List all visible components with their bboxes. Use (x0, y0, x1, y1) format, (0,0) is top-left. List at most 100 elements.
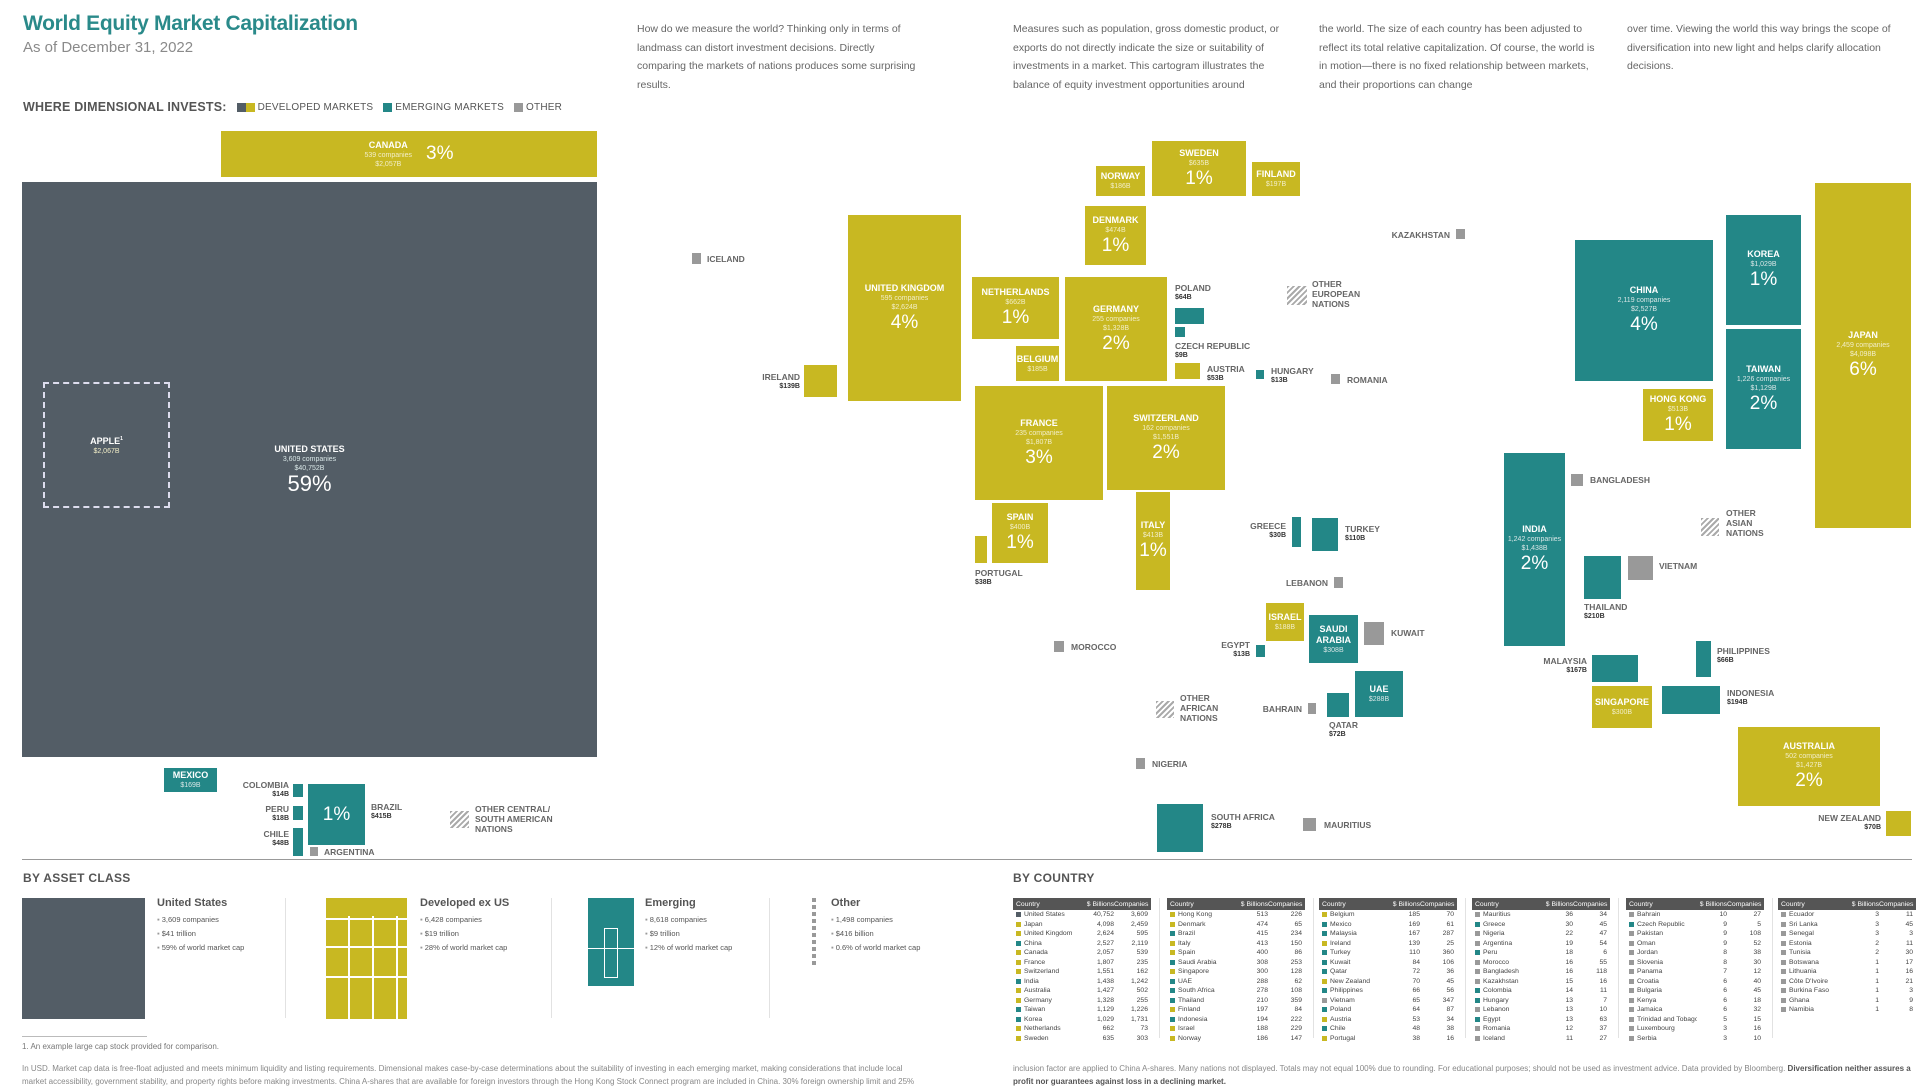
country-kazakhstan[interactable] (1456, 229, 1466, 239)
table-row: Morocco 16 55 (1472, 958, 1610, 968)
country-cell: Germany (1016, 997, 1084, 1004)
country-thailand[interactable] (1584, 556, 1622, 599)
country-australia[interactable]: AUSTRALIA 502 companies $1,427B 2% (1738, 727, 1881, 806)
country-portugal[interactable] (975, 536, 988, 563)
country-hongkong[interactable]: HONG KONG $513B 1% (1643, 389, 1714, 441)
country-sweden[interactable]: SWEDEN $635B 1% (1152, 141, 1247, 196)
country-hungary[interactable] (1256, 370, 1265, 379)
indonesia-label: INDONESIA $194B (1727, 688, 1774, 708)
disclaimer-right: inclusion factor are applied to China A-… (1013, 1062, 1913, 1088)
country-austria[interactable] (1175, 363, 1201, 379)
mexico-cap: $169B (180, 782, 201, 789)
country-malaysia[interactable] (1592, 655, 1639, 682)
country-mexico[interactable]: MEXICO $169B (164, 768, 218, 792)
country-egypt[interactable] (1256, 645, 1266, 657)
cap-cell: 13 (1565, 996, 1573, 1004)
country-spain[interactable]: SPAIN $400B 1% (992, 503, 1049, 563)
switzerland-name: SWITZERLAND (1133, 412, 1199, 423)
country-morocco[interactable] (1054, 641, 1065, 652)
country-us[interactable]: UNITED STATES 3,609 companies $40,752B 59% (22, 182, 598, 757)
country-belgium[interactable]: BELGIUM $185B (1016, 346, 1060, 381)
country-iceland[interactable] (692, 253, 702, 264)
country-japan[interactable]: JAPAN 2,459 companies $4,098B 6% (1815, 183, 1912, 528)
country-romania[interactable] (1331, 374, 1341, 384)
country-germany[interactable]: GERMANY 255 companies $1,328B 2% (1065, 277, 1168, 381)
country-singapore[interactable]: SINGAPORE $300B (1592, 686, 1653, 728)
country-greece[interactable] (1292, 517, 1302, 547)
country-italy[interactable]: ITALY $413B 1% (1136, 492, 1171, 590)
country-taiwan[interactable]: TAIWAN 1,226 companies $1,129B 2% (1726, 329, 1802, 449)
asset-class-name: Other (831, 897, 861, 909)
country-argentina[interactable] (310, 847, 319, 856)
country-other-asia[interactable] (1701, 518, 1719, 536)
cap-cell: 288 (1256, 977, 1268, 985)
country-other-africa[interactable] (1156, 701, 1174, 718)
country-other-csa[interactable] (450, 811, 469, 828)
country-name: Estonia (1789, 939, 1812, 947)
country-netherlands[interactable]: NETHERLANDS $662B 1% (972, 277, 1060, 339)
companies-cell: 3 (1909, 987, 1913, 995)
cap-cell: 66 (1412, 987, 1420, 995)
country-israel[interactable]: ISRAEL $188B (1266, 603, 1305, 641)
table-header: Country $ Billions Companies (1319, 898, 1457, 910)
country-korea[interactable]: KOREA $1,029B 1% (1726, 215, 1802, 325)
country-kuwait[interactable] (1364, 622, 1385, 645)
country-uae[interactable]: UAE $288B (1355, 671, 1404, 717)
country-norway[interactable]: NORWAY $186B (1096, 166, 1146, 196)
companies-cell: 38 (1446, 1025, 1454, 1033)
asset-class-bullet: 8,618 companies (645, 913, 732, 927)
cap-cell: 1 (1875, 968, 1879, 976)
country-name: Israel (1178, 1025, 1195, 1033)
country-uk[interactable]: UNITED KINGDOM 595 companies $2,624B 4% (848, 215, 962, 401)
country-name: India (1024, 977, 1039, 985)
country-vietnam[interactable] (1628, 556, 1654, 580)
companies-cell: 360 (1442, 949, 1454, 957)
ireland-cap: $139B (779, 383, 800, 390)
country-bahrain[interactable] (1308, 703, 1317, 714)
companies-cell: 34 (1599, 911, 1607, 919)
country-qatar[interactable] (1327, 693, 1350, 717)
italy-percent: 1% (1139, 540, 1167, 561)
market-type-icon (1629, 1026, 1634, 1032)
country-ireland[interactable] (804, 365, 838, 397)
companies-cell: 11 (1599, 987, 1607, 995)
country-turkey[interactable] (1312, 518, 1339, 551)
country-brazil[interactable]: 1% (308, 784, 366, 845)
country-switzerland[interactable]: SWITZERLAND 162 companies $1,551B 2% (1107, 386, 1226, 490)
country-other-europe[interactable] (1287, 286, 1307, 305)
country-cell: Kuwait (1322, 959, 1390, 966)
country-name: Ghana (1789, 996, 1810, 1004)
country-cell: UAE (1170, 978, 1238, 985)
companies-cell: 359 (1290, 996, 1302, 1004)
cap-cell: 18 (1565, 949, 1573, 957)
country-colombia[interactable] (293, 784, 304, 797)
country-nigeria[interactable] (1136, 758, 1146, 769)
country-south-africa[interactable] (1157, 804, 1204, 852)
country-bangladesh[interactable] (1571, 474, 1584, 486)
country-table: Country $ Billions Companies Mauritius 36 34 G… (1472, 898, 1610, 1043)
companies-cell: 595 (1136, 930, 1148, 938)
cap-cell: 16 (1565, 958, 1573, 966)
canada-name: CANADA (368, 139, 408, 150)
country-canada[interactable]: CANADA 539 companies $2,057B 3% (221, 131, 598, 177)
country-philippines[interactable] (1696, 641, 1712, 677)
country-poland[interactable] (1175, 308, 1205, 324)
country-lebanon[interactable] (1334, 577, 1344, 588)
country-name: Canada (1024, 949, 1048, 957)
country-india[interactable]: INDIA 1,242 companies $1,438B 2% (1504, 453, 1566, 646)
country-china[interactable]: CHINA 2,119 companies $2,527B 4% (1575, 240, 1714, 381)
country-czech[interactable] (1175, 327, 1186, 337)
country-cell: Kazakhstan (1475, 978, 1543, 985)
country-denmark[interactable]: DENMARK $474B 1% (1085, 206, 1147, 265)
country-france[interactable]: FRANCE 235 companies $1,807B 3% (975, 386, 1104, 500)
country-saudi[interactable]: SAUDI ARABIA $308B (1309, 615, 1359, 663)
country-finland[interactable]: FINLAND $197B (1252, 162, 1301, 196)
country-newzealand[interactable] (1886, 811, 1912, 836)
table-header-cell: Country (1475, 900, 1499, 908)
country-chile[interactable] (293, 828, 304, 856)
country-peru[interactable] (293, 806, 304, 820)
country-mauritius[interactable] (1303, 818, 1317, 831)
country-name: Mauritius (1483, 911, 1511, 919)
turkey-label: TURKEY $110B (1345, 524, 1380, 544)
country-indonesia[interactable] (1662, 686, 1721, 714)
